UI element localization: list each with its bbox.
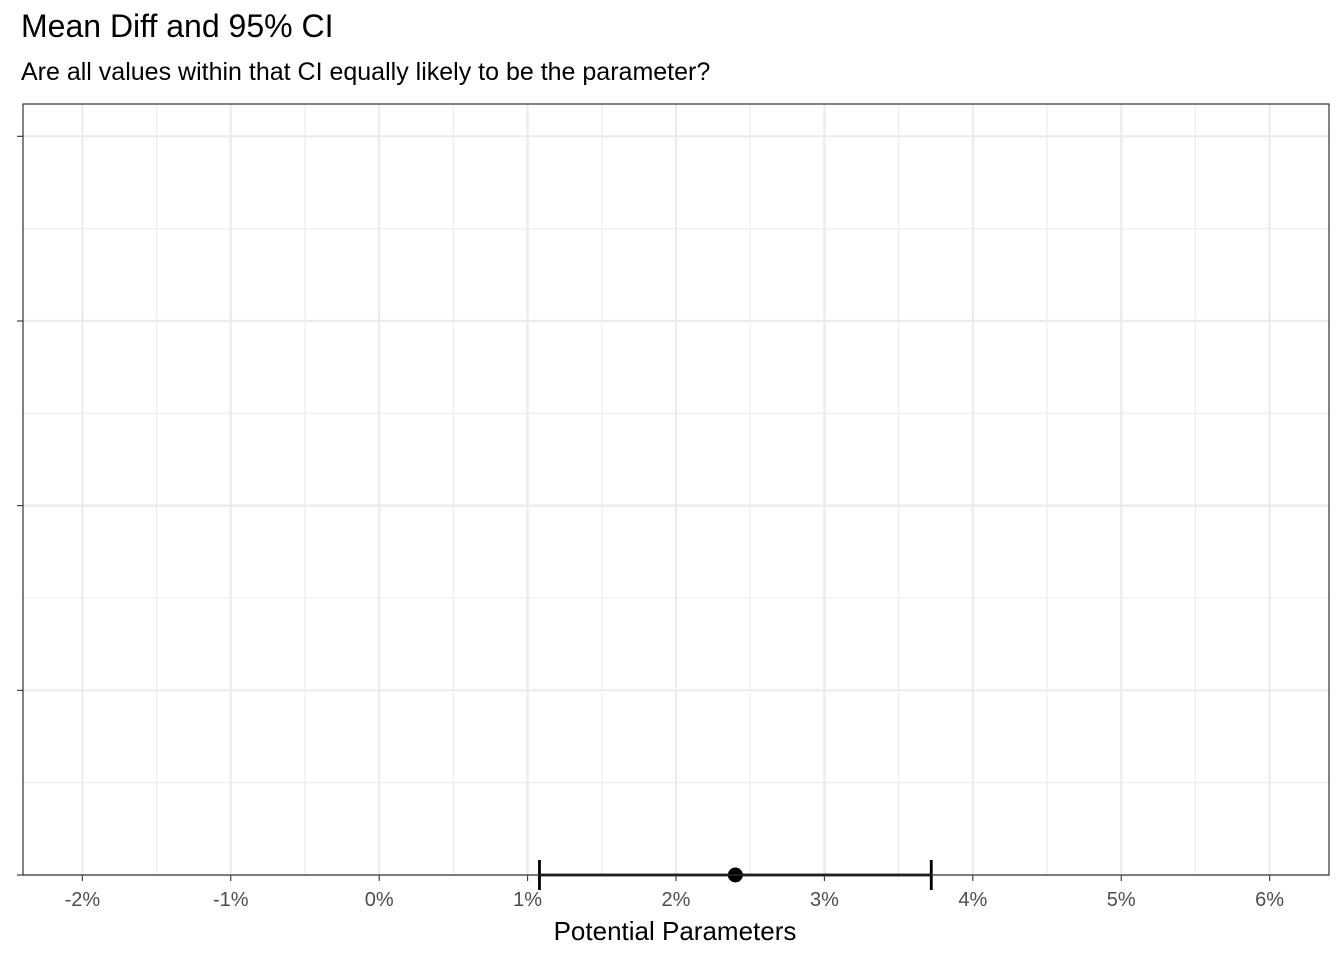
x-tick-label: 4% <box>958 889 987 911</box>
chart-title: Mean Diff and 95% CI <box>21 8 334 44</box>
x-tick-label: -1% <box>213 889 249 911</box>
x-tick-label: 2% <box>662 889 691 911</box>
x-tick-label: 0% <box>365 889 394 911</box>
x-axis: -2% -1% 0% 1% 2% 3% 4% 5% 6% <box>17 135 1284 911</box>
x-tick-label: 1% <box>513 889 542 911</box>
x-tick-label: -2% <box>65 889 101 911</box>
x-axis-title: Potential Parameters <box>554 916 797 946</box>
chart-subtitle: Are all values within that CI equally li… <box>21 58 711 86</box>
x-tick-label: 3% <box>810 889 839 911</box>
x-tick-label: 5% <box>1107 889 1136 911</box>
x-tick-label: 6% <box>1255 889 1284 911</box>
